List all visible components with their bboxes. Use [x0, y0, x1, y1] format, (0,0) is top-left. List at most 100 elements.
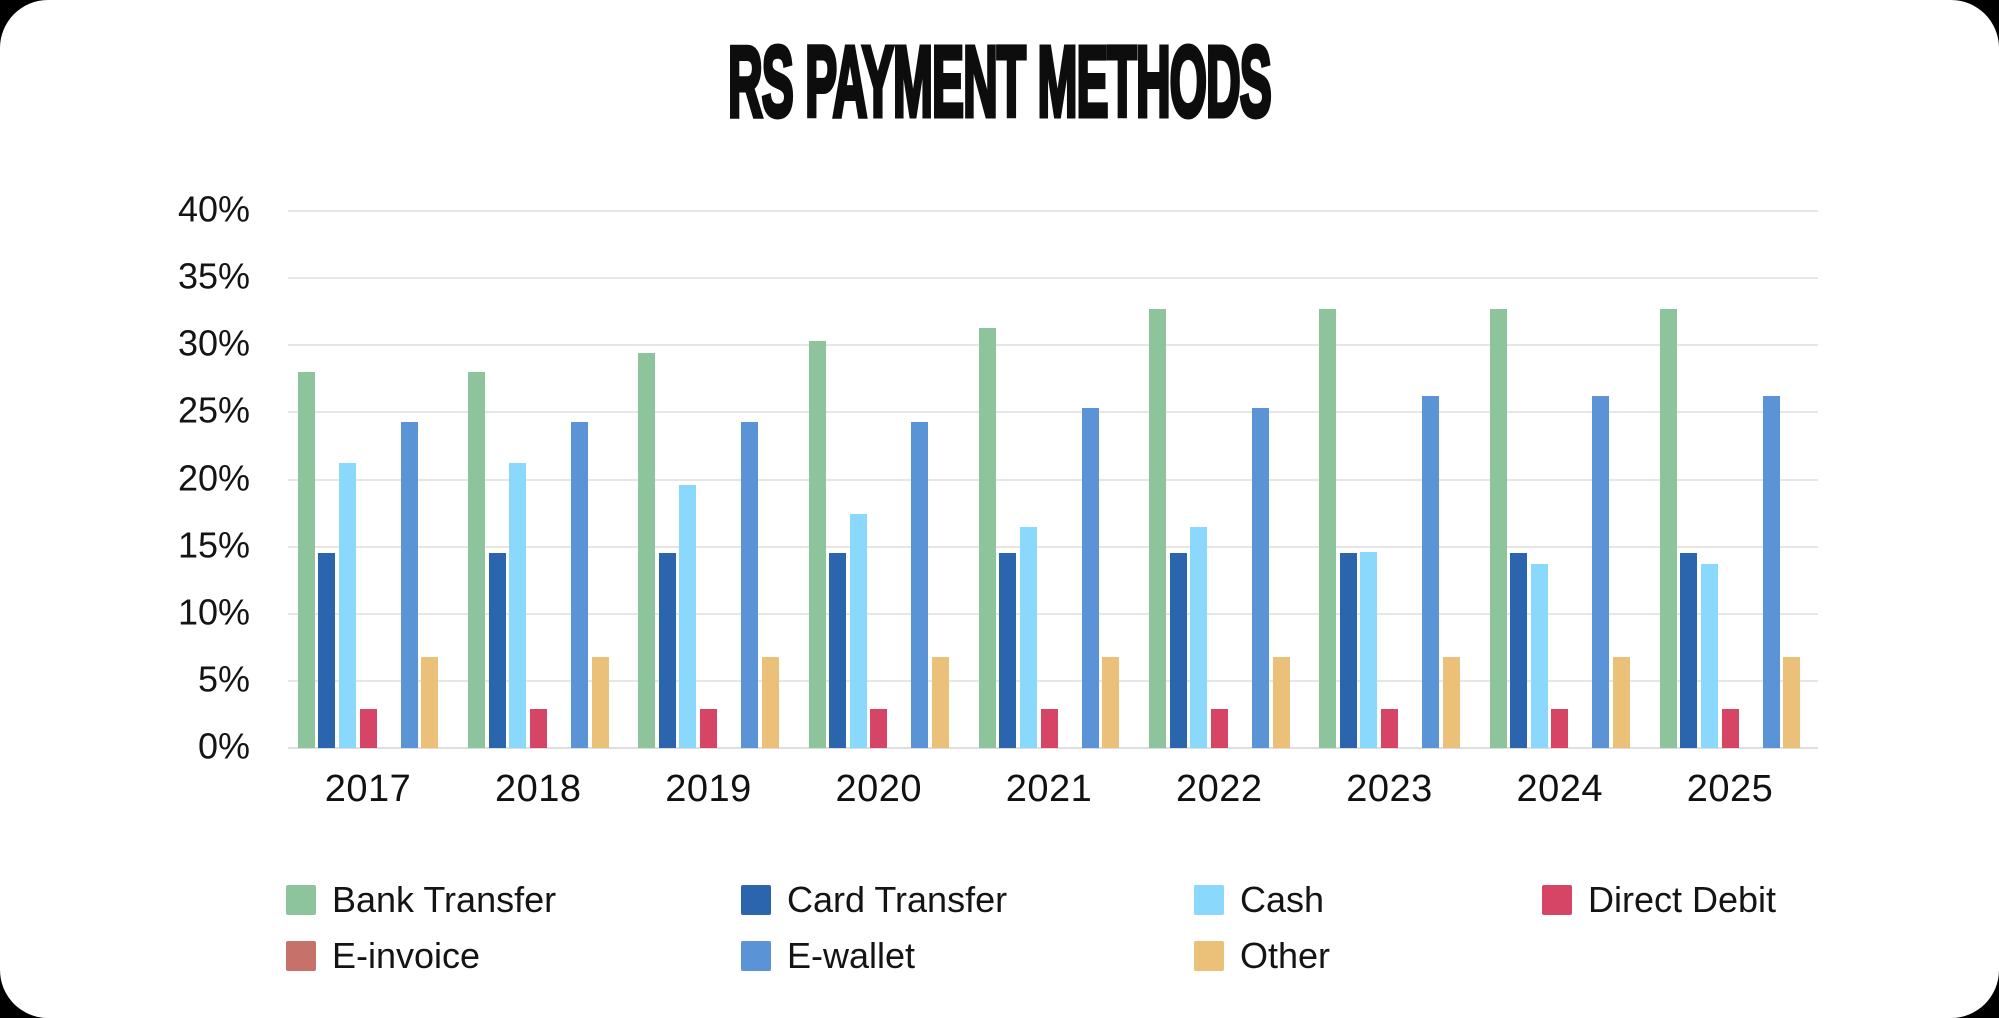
gridline-0- [288, 747, 1818, 749]
x-axis-label-2019: 2019 [665, 768, 752, 810]
y-tick-label-30-: 30% [177, 322, 250, 364]
bar-card-transfer-2021 [999, 553, 1017, 748]
bar-slot-direct-debit-2020 [868, 211, 889, 748]
bar-slot-direct-debit-2023 [1379, 211, 1400, 748]
bar-slot-e-invoice-2025 [1740, 211, 1761, 748]
bar-slot-e-invoice-2024 [1570, 211, 1591, 748]
gridline-25- [288, 411, 1818, 414]
bar-card-transfer-2022 [1169, 553, 1187, 748]
bar-slot-cash-2021 [1018, 211, 1039, 748]
bar-slot-cash-2019 [678, 211, 699, 748]
bar-other-2024 [1613, 656, 1630, 748]
bar-slot-bank-transfer-2021 [977, 211, 998, 748]
legend-label-e-wallet: E-wallet [787, 935, 916, 976]
legend-label-other: Other [1240, 935, 1331, 976]
x-axis-label-2025: 2025 [1686, 768, 1774, 810]
bar-slot-e-invoice-2018 [549, 211, 570, 748]
bar-slot-cash-2022 [1188, 211, 1209, 748]
legend-swatch-cash [1194, 885, 1224, 915]
bar-cash-2023 [1360, 552, 1378, 748]
x-axis-label-2021: 2021 [1005, 768, 1093, 810]
legend-swatch-card-transfer [741, 885, 771, 915]
bar-slot-e-wallet-2018 [569, 211, 590, 748]
gridline-40- [288, 210, 1818, 212]
bar-bank-transfer-2020 [808, 341, 826, 748]
bar-direct-debit-2022 [1210, 709, 1228, 748]
bar-slot-e-invoice-2023 [1400, 211, 1421, 748]
bar-slot-card-transfer-2017 [317, 211, 338, 748]
legend-label-card-transfer: Card Transfer [787, 879, 1008, 920]
bar-slot-cash-2018 [507, 211, 528, 748]
bar-slot-e-invoice-2021 [1059, 211, 1080, 748]
bar-e-wallet-2022 [1251, 408, 1269, 748]
bar-cash-2018 [509, 463, 527, 748]
bar-slot-other-2023 [1441, 211, 1462, 748]
bar-group-2023 [1318, 211, 1462, 748]
bar-slot-other-2019 [760, 211, 781, 748]
bar-card-transfer-2017 [318, 553, 336, 748]
legend-item-direct-debit: Direct Debit [1542, 879, 1776, 921]
bar-direct-debit-2025 [1721, 709, 1739, 748]
x-axis-label-2024: 2024 [1516, 768, 1604, 810]
bar-slot-bank-transfer-2020 [807, 211, 828, 748]
bar-slot-bank-transfer-2025 [1658, 211, 1679, 748]
x-axis-label-2018: 2018 [494, 768, 582, 810]
bar-slot-card-transfer-2019 [657, 211, 678, 748]
bar-other-2017 [421, 656, 439, 748]
bar-slot-card-transfer-2023 [1338, 211, 1359, 748]
bar-group-2021 [977, 211, 1121, 748]
bar-direct-debit-2017 [359, 709, 377, 748]
bar-slot-bank-transfer-2022 [1147, 211, 1168, 748]
legend-item-e-invoice: E-invoice [286, 935, 741, 977]
bar-group-2018 [466, 211, 610, 748]
bar-bank-transfer-2021 [978, 327, 996, 748]
bar-cash-2022 [1190, 526, 1208, 748]
bar-slot-card-transfer-2022 [1168, 211, 1189, 748]
bar-slot-direct-debit-2024 [1549, 211, 1570, 748]
bar-slot-direct-debit-2019 [698, 211, 719, 748]
bar-direct-debit-2023 [1381, 709, 1399, 748]
bar-group-2020 [807, 211, 951, 748]
legend-label-direct-debit: Direct Debit [1588, 879, 1777, 920]
bar-e-wallet-2020 [911, 421, 929, 748]
bar-slot-e-invoice-2017 [378, 211, 399, 748]
bar-slot-cash-2025 [1699, 211, 1720, 748]
x-axis-label-2022: 2022 [1175, 768, 1263, 810]
bar-other-2022 [1272, 656, 1290, 748]
x-axis-labels: 2017 2018 2019 2020 2021 2022 2023 2024 2025 [288, 768, 1818, 811]
x-axis-label-2020: 2020 [835, 768, 923, 810]
bar-e-wallet-2024 [1592, 396, 1610, 748]
bar-slot-direct-debit-2022 [1209, 211, 1230, 748]
bar-slot-e-wallet-2020 [910, 211, 931, 748]
bar-slot-e-invoice-2022 [1230, 211, 1251, 748]
bar-slot-card-transfer-2025 [1679, 211, 1700, 748]
gridline-20- [288, 478, 1818, 481]
y-tick-label-15-: 15% [177, 523, 250, 565]
bar-group-2019 [637, 211, 781, 748]
bar-slot-other-2024 [1611, 211, 1632, 748]
bar-e-wallet-2017 [400, 421, 418, 748]
gridline-15- [288, 545, 1818, 548]
bar-slot-bank-transfer-2017 [296, 211, 317, 748]
bar-e-wallet-2021 [1081, 408, 1099, 748]
bar-direct-debit-2018 [529, 709, 547, 748]
bar-slot-card-transfer-2021 [998, 211, 1019, 748]
bar-other-2019 [761, 656, 779, 748]
bar-slot-e-invoice-2020 [889, 211, 910, 748]
chart-title: RS PAYMENT METHODS [727, 26, 1273, 138]
legend-swatch-other [1194, 941, 1224, 971]
x-axis-label-2017: 2017 [324, 768, 412, 810]
gridline-5- [288, 679, 1818, 682]
gridline-10- [288, 612, 1818, 615]
bar-slot-e-wallet-2021 [1080, 211, 1101, 748]
bar-direct-debit-2021 [1040, 709, 1058, 748]
bar-slot-direct-debit-2017 [358, 211, 379, 748]
y-tick-label-25-: 25% [177, 389, 250, 431]
bar-bank-transfer-2024 [1489, 309, 1507, 748]
bar-bank-transfer-2025 [1659, 309, 1677, 748]
bar-slot-direct-debit-2025 [1720, 211, 1741, 748]
bar-slot-other-2018 [590, 211, 611, 748]
bar-slot-other-2025 [1781, 211, 1802, 748]
bar-bank-transfer-2023 [1319, 309, 1337, 748]
bar-other-2020 [932, 656, 949, 748]
